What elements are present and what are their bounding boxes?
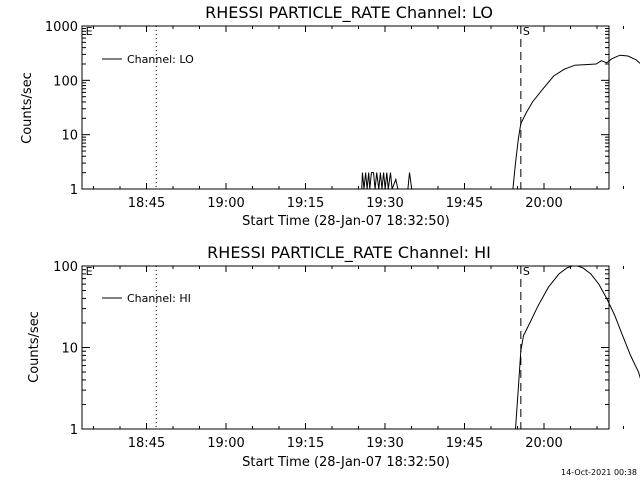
chart-legend: Channel: HI <box>102 292 191 305</box>
marker-annotation: S <box>523 265 530 278</box>
x-tick-label: 19:30 <box>366 196 403 211</box>
plot-frame <box>81 265 610 430</box>
marker-annotation: S <box>523 25 530 38</box>
chart-panel-lo: RHESSI PARTICLE_RATE Channel: LO Counts/… <box>20 3 640 229</box>
x-axis-label: Start Time (28-Jan-07 18:32:50) <box>242 455 450 470</box>
series-line <box>361 54 640 190</box>
y-tick-label: 10 <box>61 129 78 144</box>
x-tick-label: 20:00 <box>525 436 562 451</box>
chart-title: RHESSI PARTICLE_RATE Channel: HI <box>207 243 491 263</box>
y-tick-label: 10 <box>61 342 78 357</box>
legend-label: Channel: HI <box>127 292 191 305</box>
y-tick-label: 1 <box>70 423 78 438</box>
series-line <box>515 265 640 430</box>
y-axis-label: Counts/sec <box>20 72 35 144</box>
x-tick-label: 18:45 <box>128 196 165 211</box>
chart-title: RHESSI PARTICLE_RATE Channel: LO <box>205 3 493 23</box>
x-tick-label: 19:15 <box>287 436 324 451</box>
legend-label: Channel: LO <box>127 53 194 66</box>
x-tick-label: 19:45 <box>446 436 483 451</box>
marker-annotation: E <box>86 25 93 38</box>
x-tick-label: 19:00 <box>207 196 244 211</box>
x-tick-label: 18:45 <box>128 436 165 451</box>
chart-panel-hi: RHESSI PARTICLE_RATE Channel: HI Counts/… <box>27 243 640 470</box>
plot-frame <box>81 25 610 190</box>
x-tick-label: 20:00 <box>525 196 562 211</box>
y-tick-label: 1 <box>70 183 78 198</box>
x-axis-label: Start Time (28-Jan-07 18:32:50) <box>242 214 450 229</box>
y-tick-label: 100 <box>53 74 78 89</box>
y-axis-label: Counts/sec <box>27 311 42 383</box>
chart-legend: Channel: LO <box>102 53 194 66</box>
x-tick-label: 19:00 <box>207 436 244 451</box>
timestamp: 14-Oct-2021 00:38 <box>561 468 637 477</box>
x-tick-label: 19:30 <box>366 436 403 451</box>
x-tick-label: 19:15 <box>287 196 324 211</box>
marker-annotation: E <box>86 265 93 278</box>
y-tick-label: 100 <box>53 260 78 275</box>
y-tick-label: 1000 <box>45 20 78 35</box>
x-tick-label: 19:45 <box>446 196 483 211</box>
